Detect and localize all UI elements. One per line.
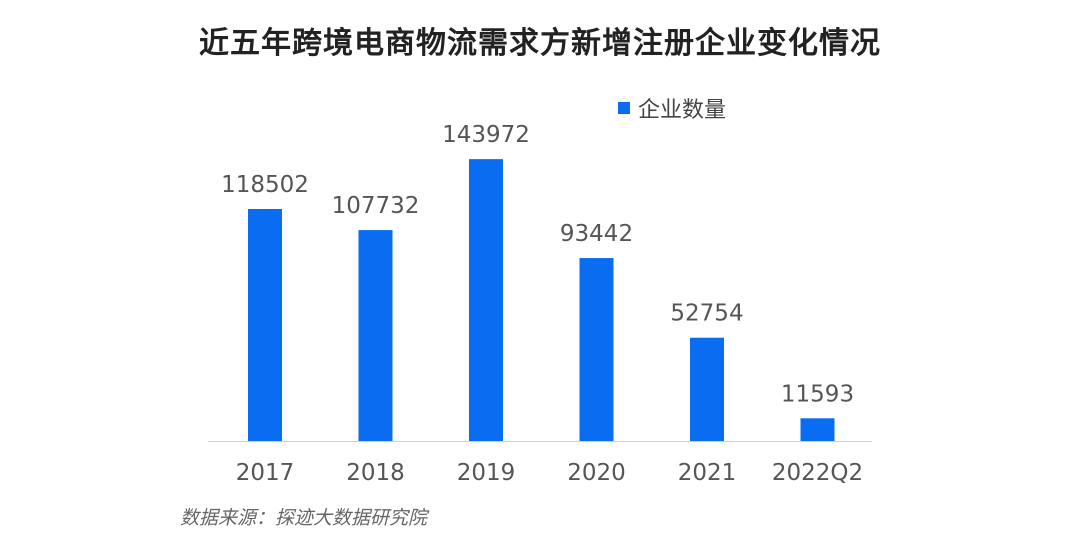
- chart-title: 近五年跨境电商物流需求方新增注册企业变化情况: [199, 26, 881, 61]
- data-label-2020: 93442: [560, 221, 633, 247]
- x-tick-label-2020: 2020: [567, 460, 626, 486]
- legend-swatch: [618, 102, 630, 114]
- x-tick-label-2018: 2018: [346, 460, 405, 486]
- x-tick-label-2021: 2021: [678, 460, 737, 486]
- bar-2020: [579, 258, 614, 441]
- data-label-2022Q2: 11593: [781, 381, 854, 407]
- bar-2018: [358, 230, 393, 441]
- bar-2019: [469, 159, 503, 441]
- data-label-2021: 52754: [670, 301, 743, 327]
- data-label-2019: 143972: [442, 122, 530, 148]
- x-tick-label-2017: 2017: [236, 460, 295, 486]
- bar-2021: [690, 337, 724, 441]
- bar-2017: [248, 209, 282, 441]
- source-note: 数据来源：探迹大数据研究院: [180, 507, 428, 529]
- legend: 企业数量: [618, 92, 726, 124]
- data-label-2017: 118502: [221, 172, 309, 198]
- x-tick-label-2019: 2019: [457, 460, 516, 486]
- data-label-2018: 107732: [332, 193, 420, 219]
- legend-label: 企业数量: [638, 98, 727, 123]
- x-tick-label-2022Q2: 2022Q2: [772, 460, 863, 486]
- bar-2022Q2: [800, 418, 835, 441]
